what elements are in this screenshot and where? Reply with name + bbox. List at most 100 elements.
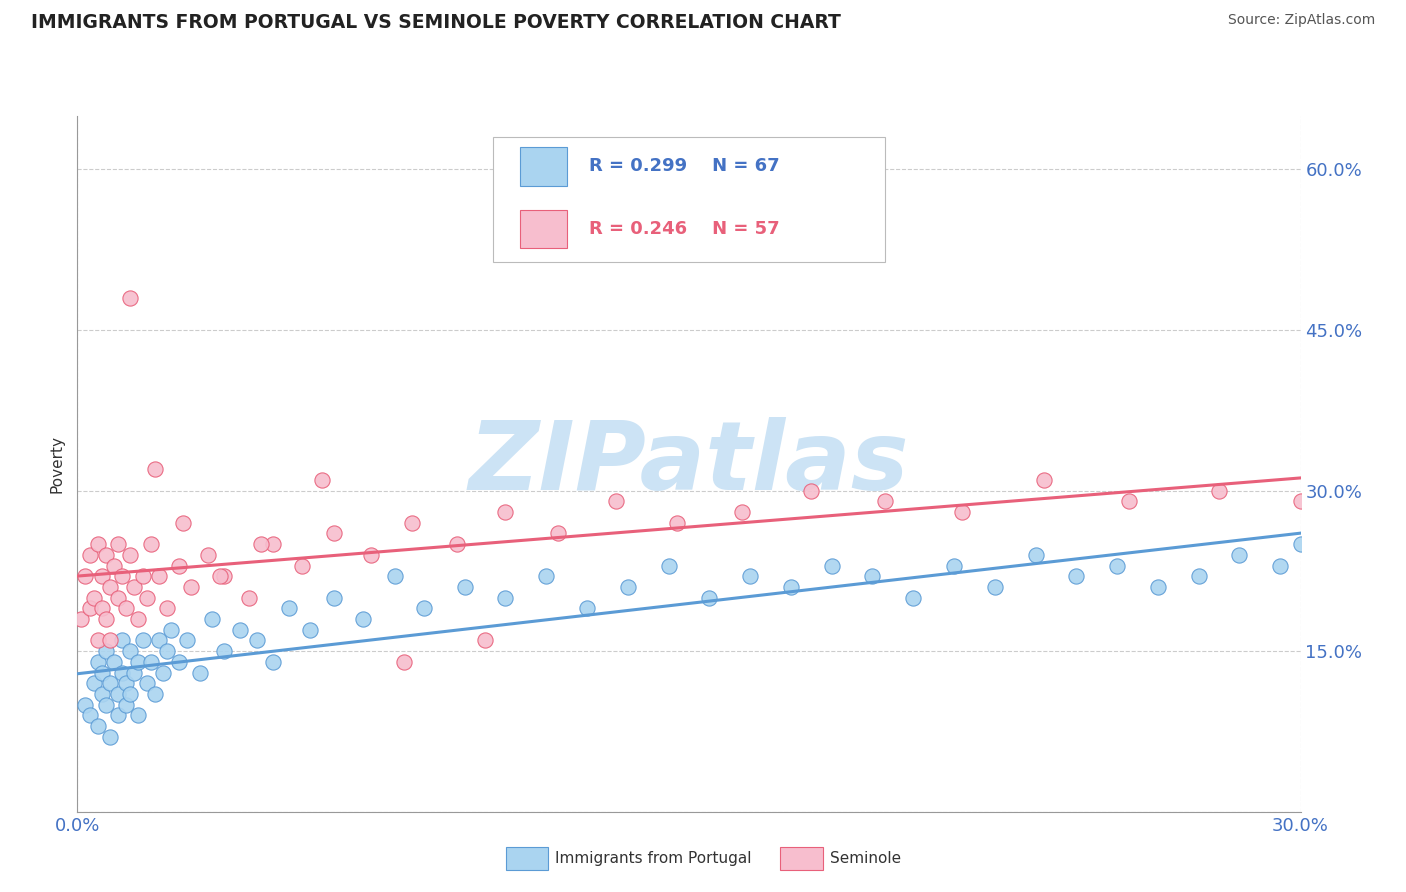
Point <box>209 569 232 583</box>
FancyBboxPatch shape <box>520 210 567 248</box>
Point <box>1188 569 1211 583</box>
Point <box>291 558 314 573</box>
Point <box>1229 548 1251 562</box>
Y-axis label: Poverty: Poverty <box>49 434 65 493</box>
Point <box>731 505 754 519</box>
Point <box>115 698 138 712</box>
Point <box>780 580 803 594</box>
Point <box>107 708 129 723</box>
Text: ZIPatlas: ZIPatlas <box>468 417 910 510</box>
Point <box>862 569 884 583</box>
Point <box>98 633 121 648</box>
Point <box>128 612 150 626</box>
Point <box>111 633 134 648</box>
Point <box>392 655 415 669</box>
Point <box>152 665 174 680</box>
Point <box>238 591 260 605</box>
Text: R = 0.246    N = 57: R = 0.246 N = 57 <box>589 220 779 238</box>
Point <box>107 537 129 551</box>
Text: Source: ZipAtlas.com: Source: ZipAtlas.com <box>1227 13 1375 28</box>
Point <box>120 687 142 701</box>
Text: Seminole: Seminole <box>830 851 901 865</box>
Point <box>278 601 301 615</box>
Point <box>699 591 721 605</box>
Point <box>124 580 146 594</box>
Point <box>107 687 129 701</box>
Point <box>360 548 382 562</box>
Point <box>148 569 170 583</box>
Point <box>75 698 97 712</box>
Point <box>903 591 925 605</box>
Point <box>384 569 406 583</box>
Point <box>323 526 346 541</box>
Point <box>1107 558 1129 573</box>
Point <box>658 558 681 573</box>
Point <box>605 494 627 508</box>
Point <box>143 687 166 701</box>
Point <box>665 516 688 530</box>
Point <box>111 665 134 680</box>
Point <box>139 655 162 669</box>
Point <box>495 591 517 605</box>
Point <box>156 601 179 615</box>
Point <box>98 580 121 594</box>
Point <box>128 655 150 669</box>
Point <box>79 601 101 615</box>
Point <box>250 537 273 551</box>
Point <box>1289 537 1312 551</box>
Point <box>298 623 321 637</box>
Point <box>401 516 423 530</box>
Text: Immigrants from Portugal: Immigrants from Portugal <box>555 851 752 865</box>
Point <box>454 580 477 594</box>
Point <box>90 601 112 615</box>
Point <box>413 601 436 615</box>
Point <box>352 612 374 626</box>
Point <box>576 601 599 615</box>
Point <box>1147 580 1170 594</box>
Point <box>107 591 129 605</box>
Point <box>70 612 93 626</box>
Point <box>172 516 194 530</box>
Point <box>94 698 117 712</box>
Point <box>111 569 134 583</box>
Point <box>115 601 138 615</box>
Point <box>148 633 170 648</box>
Point <box>135 591 157 605</box>
Point <box>229 623 252 637</box>
FancyBboxPatch shape <box>494 136 884 262</box>
Point <box>740 569 762 583</box>
Point <box>90 687 112 701</box>
Point <box>212 569 235 583</box>
Point <box>1270 558 1292 573</box>
Point <box>120 291 142 305</box>
Point <box>83 591 105 605</box>
Point <box>495 505 517 519</box>
Point <box>98 676 121 690</box>
Point <box>75 569 97 583</box>
Text: IMMIGRANTS FROM PORTUGAL VS SEMINOLE POVERTY CORRELATION CHART: IMMIGRANTS FROM PORTUGAL VS SEMINOLE POV… <box>31 13 841 32</box>
Point <box>1025 548 1047 562</box>
Point <box>103 558 125 573</box>
FancyBboxPatch shape <box>520 147 567 186</box>
Point <box>87 655 110 669</box>
Point <box>950 505 973 519</box>
Point <box>90 569 112 583</box>
Point <box>1032 473 1054 487</box>
Point <box>547 526 569 541</box>
Point <box>311 473 333 487</box>
Point <box>212 644 235 658</box>
Point <box>262 655 284 669</box>
Point <box>446 537 468 551</box>
Point <box>87 719 110 733</box>
Point <box>79 708 101 723</box>
Point <box>98 730 121 744</box>
Point <box>87 633 110 648</box>
Point <box>617 580 640 594</box>
Point <box>83 676 105 690</box>
Point <box>115 676 138 690</box>
Point <box>124 665 146 680</box>
Point <box>131 569 153 583</box>
Point <box>474 633 496 648</box>
Point <box>90 665 112 680</box>
Point <box>323 591 346 605</box>
